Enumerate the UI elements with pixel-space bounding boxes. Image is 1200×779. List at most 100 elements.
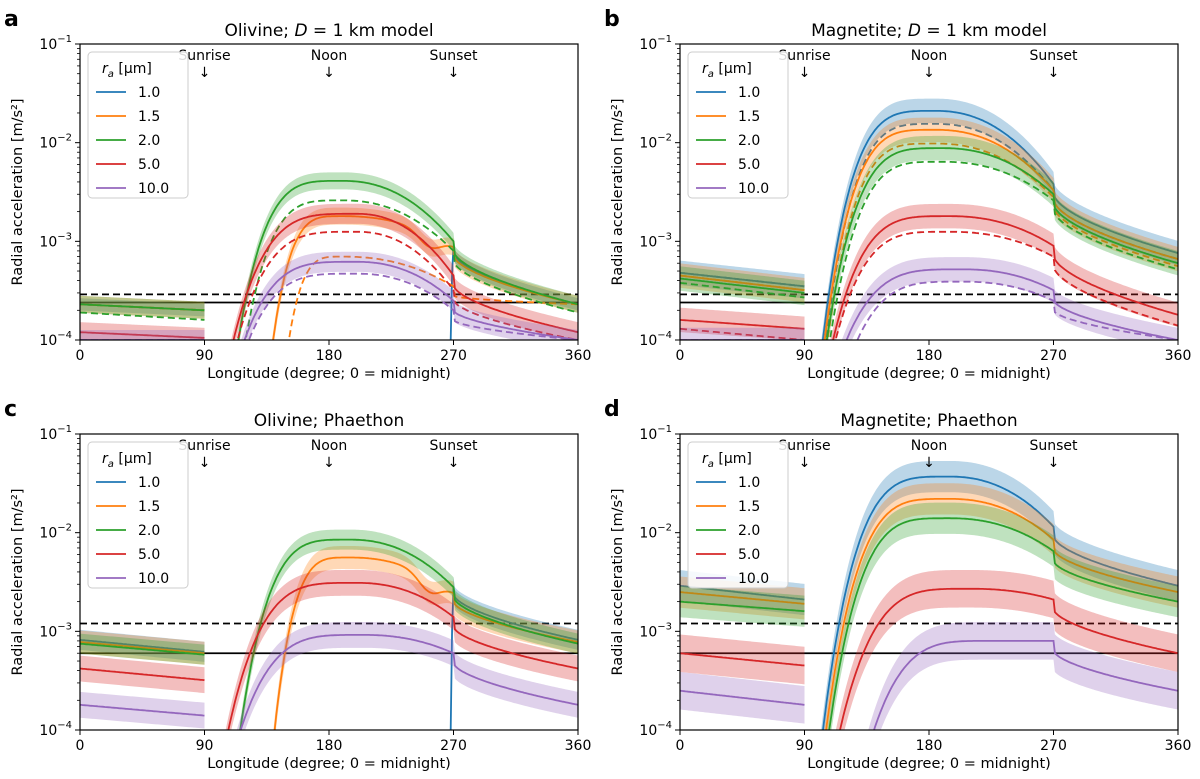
uncertainty-band-10-0 (80, 329, 205, 340)
x-axis-label: Longitude (degree; 0 = midnight) (207, 366, 451, 382)
series-dashed-5-0 (680, 327, 805, 340)
marker-arrow: ↓ (799, 455, 811, 471)
series-line-1-0 (822, 475, 1178, 730)
x-tick-label: 180 (916, 738, 943, 754)
series-dashed-10-0 (247, 272, 578, 340)
legend-label: 1.5 (738, 109, 760, 125)
legend-label: 1.0 (138, 85, 160, 101)
legend-box (687, 51, 789, 199)
marker-label-noon: Noon (911, 438, 947, 454)
panel-title: Magnetite; Phaethon (840, 411, 1017, 431)
marker-arrow: ↓ (199, 455, 211, 471)
series-line-2-0 (680, 600, 805, 613)
series-line-10-0 (873, 640, 1178, 730)
legend-label: 1.5 (138, 499, 160, 515)
series-line-2-0 (237, 180, 578, 340)
y-tick-label: 10−4 (39, 330, 72, 349)
legend-label: 1.0 (738, 85, 760, 101)
marker-arrow: ↓ (1048, 455, 1060, 471)
legend-label: 1.5 (738, 499, 760, 515)
marker-label-noon: Noon (311, 48, 347, 64)
legend-box (87, 441, 189, 589)
x-tick-label: 0 (76, 738, 85, 754)
marker-label-sunset: Sunset (429, 438, 478, 454)
series-line-10-0 (680, 689, 805, 706)
series-line-5-0 (227, 582, 578, 730)
panel-title: Olivine; Phaethon (254, 411, 405, 431)
panel-letter: b (604, 7, 620, 32)
legend-box (687, 441, 789, 589)
series-dashed-2-0 (244, 199, 578, 340)
legend-label: 2.0 (138, 523, 160, 539)
legend-label: 2.0 (738, 133, 760, 149)
marker-arrow: ↓ (1048, 65, 1060, 81)
uncertainty-band-10-0 (868, 622, 1178, 730)
panel-letter: a (4, 7, 19, 32)
plot-area (80, 529, 578, 730)
panel-b: b Magnetite; D = 1 km model 0 90 180 270 360 10… (604, 7, 1191, 382)
y-tick-label: 10−4 (39, 720, 72, 739)
marker-label-sunrise: Sunrise (178, 48, 230, 64)
series-line-2-0 (825, 147, 1178, 340)
y-axis-label: Radial acceleration [m/s²] (10, 488, 26, 675)
uncertainty-band-5-0 (835, 569, 1178, 730)
x-tick-label: 90 (196, 348, 214, 364)
series-line-5-0 (680, 652, 805, 667)
legend-label: 2.0 (738, 523, 760, 539)
panel-title: Magnetite; D = 1 km model (811, 21, 1047, 41)
y-tick-label: 10−1 (639, 34, 672, 53)
marker-arrow: ↓ (323, 65, 335, 81)
y-tick-label: 10−1 (39, 424, 72, 443)
x-tick-label: 0 (676, 738, 685, 754)
series-dashed-2-0 (828, 160, 1178, 340)
x-tick-label: 180 (316, 738, 343, 754)
y-tick-label: 10−3 (39, 621, 72, 640)
x-tick-label: 270 (440, 738, 467, 754)
x-tick-label: 360 (565, 738, 592, 754)
series-line-1-5 (825, 498, 1178, 730)
y-axis-label: Radial acceleration [m/s²] (610, 488, 626, 675)
uncertainty-band-5-0 (225, 569, 578, 730)
marker-label-sunrise: Sunrise (178, 438, 230, 454)
series-line-2-0 (80, 642, 205, 656)
panel-a: a Olivine; D = 1 km model 0 90 180 270 360 10−4… (4, 7, 591, 382)
series-line-10-0 (243, 260, 578, 340)
legend-title: ra [µm] (702, 451, 752, 470)
series-dashed-1-5 (826, 142, 1178, 340)
series-dashed-2-0 (80, 311, 205, 321)
x-tick-label: 270 (440, 348, 467, 364)
y-axis-label: Radial acceleration [m/s²] (10, 98, 26, 285)
series-line-5-0 (839, 587, 1178, 730)
series-line-5-0 (232, 212, 578, 340)
x-tick-label: 270 (1040, 348, 1067, 364)
series-dashed-1-5 (680, 274, 805, 292)
series-line-1-5 (823, 128, 1178, 340)
marker-label-sunset: Sunset (1029, 48, 1078, 64)
x-axis-label: Longitude (degree; 0 = midnight) (807, 756, 1051, 772)
marker-arrow: ↓ (448, 455, 460, 471)
series-line-5-0 (832, 215, 1178, 340)
legend-label: 10.0 (738, 181, 769, 197)
legend-label: 5.0 (738, 547, 760, 563)
uncertainty-band-10-0 (680, 327, 805, 340)
x-tick-label: 90 (796, 348, 814, 364)
x-tick-label: 0 (676, 348, 685, 364)
series-dashed-1-5 (287, 255, 578, 340)
legend-title: ra [µm] (702, 61, 752, 80)
legend-label: 5.0 (138, 157, 160, 173)
uncertainty-band-5-0 (80, 322, 205, 340)
uncertainty-band-2-0 (237, 172, 578, 340)
legend-title: ra [µm] (102, 451, 152, 470)
x-tick-label: 270 (1040, 738, 1067, 754)
y-tick-label: 10−3 (39, 231, 72, 250)
x-tick-label: 360 (1165, 738, 1192, 754)
plot-area (80, 172, 578, 340)
series-dashed-2-0 (680, 281, 805, 299)
series-line-2-0 (680, 277, 805, 294)
y-tick-label: 10−3 (639, 231, 672, 250)
marker-label-sunrise: Sunrise (778, 48, 830, 64)
panel-letter: d (604, 397, 620, 422)
plot-area (680, 98, 1178, 340)
series-line-2-0 (828, 517, 1178, 730)
